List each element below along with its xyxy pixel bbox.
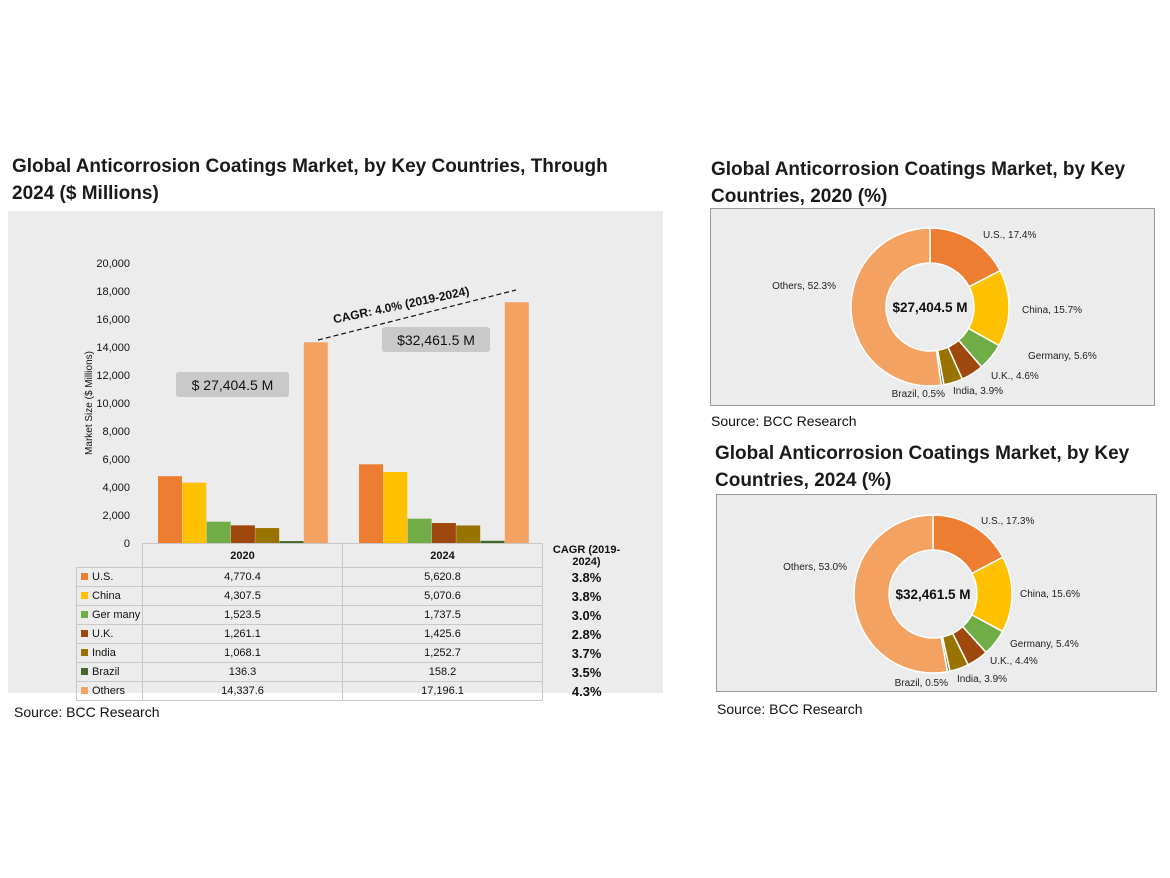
data-table-value: 5,620.8: [342, 567, 543, 587]
data-table-series-label: U.K.: [76, 624, 143, 644]
data-table-header: 2020 2024 CAGR (2019-2024): [77, 543, 631, 568]
data-table-value: 5,070.6: [342, 586, 543, 606]
data-table-cagr: 3.8%: [571, 569, 602, 585]
data-table-row: Brazil 136.3 158.2 3.5%: [76, 662, 631, 682]
data-table-row: U.K. 1,261.1 1,425.6 2.8%: [76, 624, 631, 644]
data-table-value: 1,252.7: [342, 643, 543, 663]
data-table-cagr: 3.8%: [571, 588, 602, 604]
source-note: Source: BCC Research: [14, 704, 160, 720]
data-table-value: 1,737.5: [342, 605, 543, 625]
data-table-series-label: China: [76, 586, 143, 606]
data-table-value: 136.3: [142, 662, 343, 682]
data-table-value: 14,337.6: [142, 681, 343, 701]
data-table-value: 1,068.1: [142, 643, 343, 663]
pie-2024-panel: [716, 494, 1157, 692]
data-table: 2020 2024 CAGR (2019-2024) U.S. 4,770.4 5,…: [76, 543, 631, 701]
data-table-row: China 4,307.5 5,070.6 3.8%: [76, 586, 631, 606]
data-table-corner: [77, 544, 143, 568]
data-table-series-label: U.S.: [76, 567, 143, 587]
data-table-value: 1,425.6: [342, 624, 543, 644]
source-note: Source: BCC Research: [717, 701, 863, 717]
bar-chart-title: Global Anticorrosion Coatings Market, by…: [12, 156, 608, 204]
data-table-row: Ger many 1,523.5 1,737.5 3.0%: [76, 605, 631, 625]
data-table-cagr: 3.0%: [571, 607, 602, 623]
data-table-cagr: 2.8%: [571, 626, 602, 642]
pie-2020-panel: [710, 208, 1155, 406]
data-table-cagr: 3.7%: [571, 645, 602, 661]
data-table-row: Others 14,337.6 17,196.1 4.3%: [76, 681, 631, 701]
source-note: Source: BCC Research: [711, 413, 857, 429]
data-table-cagr-header: CAGR (2019-2024): [552, 543, 621, 568]
data-table-value: 1,523.5: [142, 605, 343, 625]
data-table-row: U.S. 4,770.4 5,620.8 3.8%: [76, 567, 631, 587]
legend-swatch: [81, 611, 88, 618]
legend-swatch: [81, 573, 88, 580]
legend-swatch: [81, 592, 88, 599]
data-table-value: 158.2: [342, 662, 543, 682]
data-table-cagr: 3.5%: [571, 664, 602, 680]
legend-swatch: [81, 649, 88, 656]
data-table-year-header: 2020: [142, 543, 343, 568]
data-table-value: 4,307.5: [142, 586, 343, 606]
data-table-value: 4,770.4: [142, 567, 343, 587]
data-table-row: India 1,068.1 1,252.7 3.7%: [76, 643, 631, 663]
pie-2020-title: Global Anticorrosion Coatings Market, by…: [711, 159, 1126, 207]
pie-2024-title: Global Anticorrosion Coatings Market, by…: [715, 443, 1130, 491]
data-table-year-header: 2024: [342, 543, 543, 568]
data-table-value: 17,196.1: [342, 681, 543, 701]
data-table-series-label: Brazil: [76, 662, 143, 682]
data-table-series-label: India: [76, 643, 143, 663]
data-table-value: 1,261.1: [142, 624, 343, 644]
legend-swatch: [81, 630, 88, 637]
legend-swatch: [81, 687, 88, 694]
data-table-cagr: 4.3%: [571, 683, 602, 699]
data-table-series-label: Ger many: [76, 605, 143, 625]
legend-swatch: [81, 668, 88, 675]
data-table-series-label: Others: [76, 681, 143, 701]
